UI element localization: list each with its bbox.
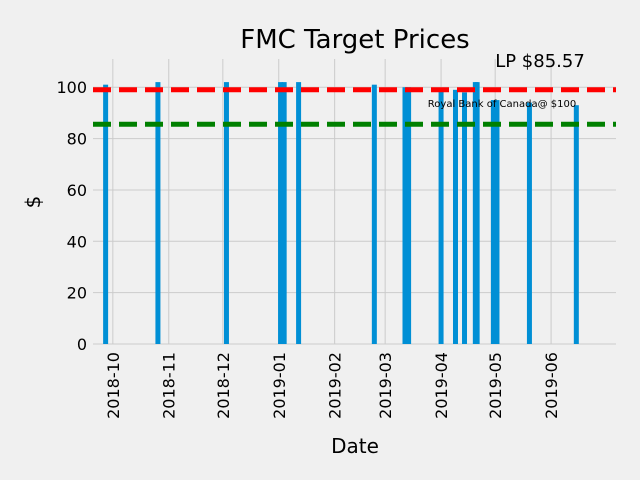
last-price-annotation: LP $85.57	[495, 51, 585, 72]
x-tick-label: 2019-05	[486, 352, 505, 419]
x-tick-label: 2019-01	[270, 352, 289, 419]
y-tick-label: 40	[67, 232, 87, 251]
x-tick-label: 2018-12	[214, 352, 233, 419]
x-tick-labels: 2018-10 2018-11 2018-12 2019-01 2019-02 2019-…	[104, 352, 561, 419]
y-tick-label: 0	[77, 335, 87, 354]
y-tick-label: 60	[67, 181, 87, 200]
bar	[402, 87, 408, 345]
bar	[474, 82, 480, 345]
bar	[296, 82, 302, 345]
bars	[103, 82, 579, 345]
y-tick-labels: 0 20 40 60 80 100	[56, 78, 87, 354]
chart-title: FMC Target Prices	[240, 25, 469, 55]
bar	[278, 82, 284, 345]
x-tick-label: 2019-06	[542, 352, 561, 419]
bar	[462, 92, 468, 344]
bar	[406, 87, 412, 345]
bar	[526, 102, 532, 344]
x-tick-label: 2019-02	[326, 352, 345, 419]
bar	[155, 82, 161, 345]
analyst-annotation: Royal Bank of Canada@ $100	[428, 99, 576, 110]
bar	[494, 100, 500, 344]
bar	[452, 89, 458, 344]
bar	[490, 100, 496, 344]
x-tick-label: 2018-11	[160, 352, 179, 419]
x-tick-label: 2019-04	[432, 352, 451, 419]
bar	[573, 105, 579, 344]
x-axis-label: Date	[331, 434, 379, 458]
bar	[371, 84, 377, 345]
bar	[223, 82, 229, 345]
bar	[281, 82, 287, 345]
y-tick-label: 100	[56, 78, 87, 97]
reference-lines	[93, 87, 616, 127]
y-axis-label: $	[21, 196, 45, 209]
bar	[438, 89, 444, 344]
bar	[103, 84, 109, 345]
x-tick-label: 2019-03	[376, 352, 395, 419]
y-tick-label: 20	[67, 284, 87, 303]
x-tick-label: 2018-10	[104, 352, 123, 419]
y-tick-label: 80	[67, 130, 87, 149]
